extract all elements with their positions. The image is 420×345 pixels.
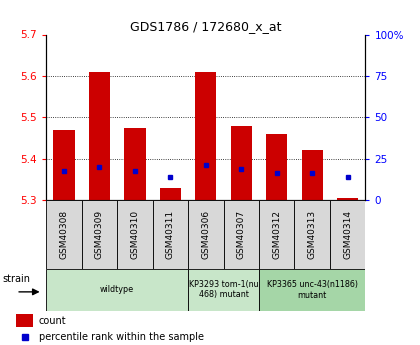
Text: GSM40313: GSM40313	[308, 210, 317, 259]
Bar	[195, 72, 216, 200]
Bar	[259, 269, 365, 310]
Text: KP3365 unc-43(n1186)
mutant: KP3365 unc-43(n1186) mutant	[267, 280, 358, 299]
Bar	[160, 188, 181, 200]
Text: GSM40314: GSM40314	[343, 210, 352, 259]
Bar	[46, 200, 81, 269]
Text: KP3293 tom-1(nu
468) mutant: KP3293 tom-1(nu 468) mutant	[189, 280, 258, 299]
Bar	[89, 72, 110, 200]
Bar	[223, 200, 259, 269]
Bar	[152, 200, 188, 269]
Bar	[188, 269, 259, 310]
Bar	[16, 314, 33, 327]
Bar	[46, 269, 188, 310]
Bar	[117, 200, 152, 269]
Bar	[259, 200, 294, 269]
Bar	[302, 150, 323, 200]
Bar	[337, 198, 358, 200]
Bar	[81, 200, 117, 269]
Bar	[266, 134, 287, 200]
Text: GSM40309: GSM40309	[95, 210, 104, 259]
Bar	[124, 128, 145, 200]
Text: GSM40311: GSM40311	[166, 210, 175, 259]
Text: wildtype: wildtype	[100, 285, 134, 294]
Bar	[53, 130, 75, 200]
Text: GSM40307: GSM40307	[237, 210, 246, 259]
Bar	[294, 200, 330, 269]
Bar	[330, 200, 365, 269]
Title: GDS1786 / 172680_x_at: GDS1786 / 172680_x_at	[130, 20, 281, 33]
Text: GSM40306: GSM40306	[201, 210, 210, 259]
Bar	[231, 126, 252, 200]
Text: GSM40308: GSM40308	[60, 210, 68, 259]
Bar	[188, 200, 223, 269]
Text: count: count	[39, 316, 66, 325]
Text: strain: strain	[3, 275, 30, 284]
Text: GSM40312: GSM40312	[272, 210, 281, 259]
Text: percentile rank within the sample: percentile rank within the sample	[39, 333, 204, 342]
Text: GSM40310: GSM40310	[130, 210, 139, 259]
